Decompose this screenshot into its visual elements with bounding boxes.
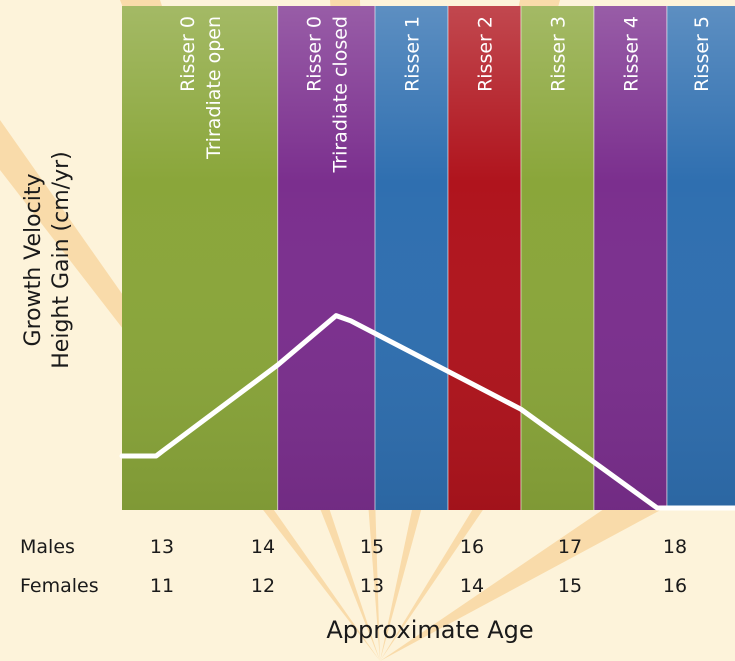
band-shade-0 (122, 6, 278, 510)
tick-females-2: 13 (359, 575, 385, 597)
band-label-1-0: Risser 0 (303, 16, 325, 92)
band-shade-6 (666, 6, 735, 510)
band-shade-3 (447, 6, 521, 510)
growth-curve (119, 313, 735, 511)
tick-males-2: 15 (359, 536, 385, 558)
y-axis-label-line-1: Growth Velocity (21, 173, 46, 347)
band-label-3-0: Risser 2 (474, 16, 496, 92)
tick-males-0: 13 (149, 536, 175, 558)
band-shade-5 (593, 6, 667, 510)
band-shade-2 (374, 6, 448, 510)
band-label-1-1: Triradiate closed (329, 16, 351, 174)
tick-females-3: 14 (459, 575, 485, 597)
tick-females-0: 11 (149, 575, 175, 597)
band-label-6-0: Risser 5 (691, 16, 713, 92)
band-label-5-0: Risser 4 (620, 16, 642, 92)
tick-females-5: 16 (662, 575, 688, 597)
band-shade-4 (520, 6, 594, 510)
x-axis-label: Approximate Age (326, 616, 534, 644)
tick-females-1: 12 (250, 575, 276, 597)
risser-bands: Risser 0 Triradiate open Risser 0 Triradiat… (122, 6, 735, 510)
age-row-label-males: Males (20, 536, 75, 558)
tick-males-3: 16 (459, 536, 485, 558)
growth-curve-line-0 (119, 313, 735, 511)
age-row-label-females: Females (20, 575, 99, 597)
band-label-2-0: Risser 1 (401, 16, 423, 92)
band-label-4-0: Risser 3 (547, 16, 569, 92)
tick-males-1: 14 (250, 536, 276, 558)
band-label-0-0: Risser 0 (177, 16, 199, 92)
tick-males-4: 17 (557, 536, 583, 558)
band-label-0-1: Triradiate open (203, 16, 225, 160)
tick-males-5: 18 (662, 536, 688, 558)
band-shade-1 (277, 6, 375, 510)
tick-females-4: 15 (557, 575, 583, 597)
y-axis-label-line-2: Height Gain (cm/yr) (49, 151, 74, 369)
